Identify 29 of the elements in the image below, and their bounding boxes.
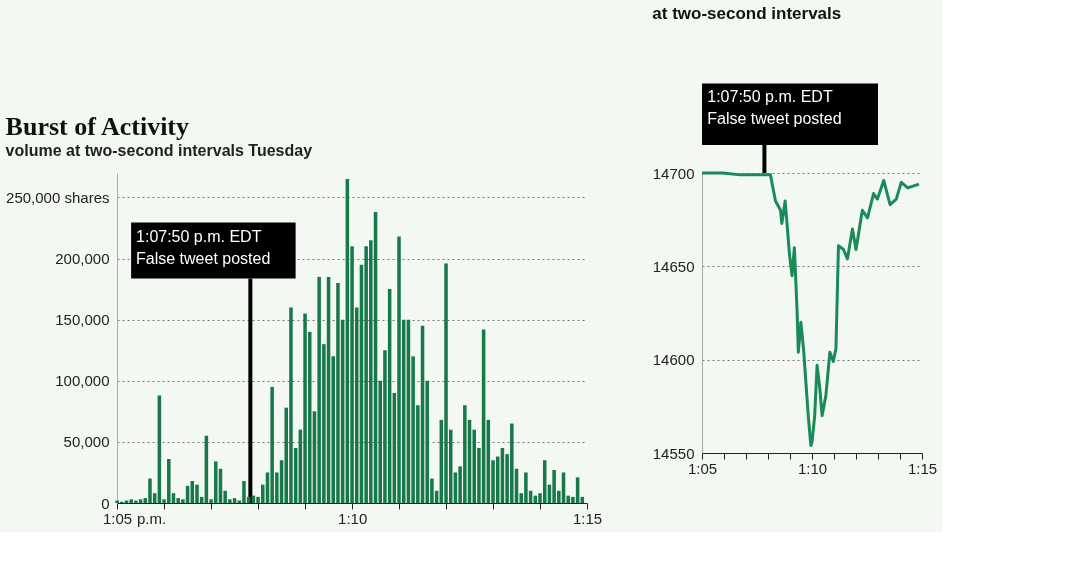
y-tick-label: 14550 — [652, 444, 695, 462]
y-tick-label: 50,000 — [63, 433, 110, 451]
x-tick-label: 1:10 — [797, 459, 828, 477]
x-tick-label: 1:15 — [572, 509, 603, 527]
y-tick-label: 250,000 shares — [6, 188, 110, 206]
x-tick-label: 1:05 — [687, 459, 718, 477]
x-tick-label: 1:05 — [102, 509, 133, 527]
bar — [397, 236, 401, 503]
x-tick-label: 1:15 — [907, 459, 938, 477]
line-series — [700, 171, 921, 448]
y-tick-label: 100,000 — [55, 372, 110, 390]
bar — [242, 481, 246, 503]
y-tick-label: 14700 — [652, 164, 695, 182]
annotation: 1:07:50 p.m. EDT False tweet posted — [136, 227, 271, 267]
x-tick-label: 1:10 — [338, 509, 368, 527]
y-tick-label: 150,000 — [55, 311, 110, 329]
annotation: 1:07:50 p.m. EDT False tweet posted — [707, 88, 842, 128]
bar — [148, 478, 152, 503]
chart-subtitle: volume at two-second intervals Tuesday — [5, 142, 313, 159]
y-tick-label: 0 — [101, 494, 110, 512]
y-tick-label: 200,000 — [55, 250, 110, 268]
bar — [195, 484, 199, 503]
text: p.m. — [137, 510, 167, 527]
chart-title: Burst of Activity — [5, 112, 190, 141]
bar — [138, 499, 143, 503]
chart-title: at two-second intervals — [652, 4, 842, 24]
y-tick-label: 14600 — [652, 351, 695, 369]
y-tick-label: 14650 — [652, 257, 695, 275]
bar — [444, 263, 448, 503]
